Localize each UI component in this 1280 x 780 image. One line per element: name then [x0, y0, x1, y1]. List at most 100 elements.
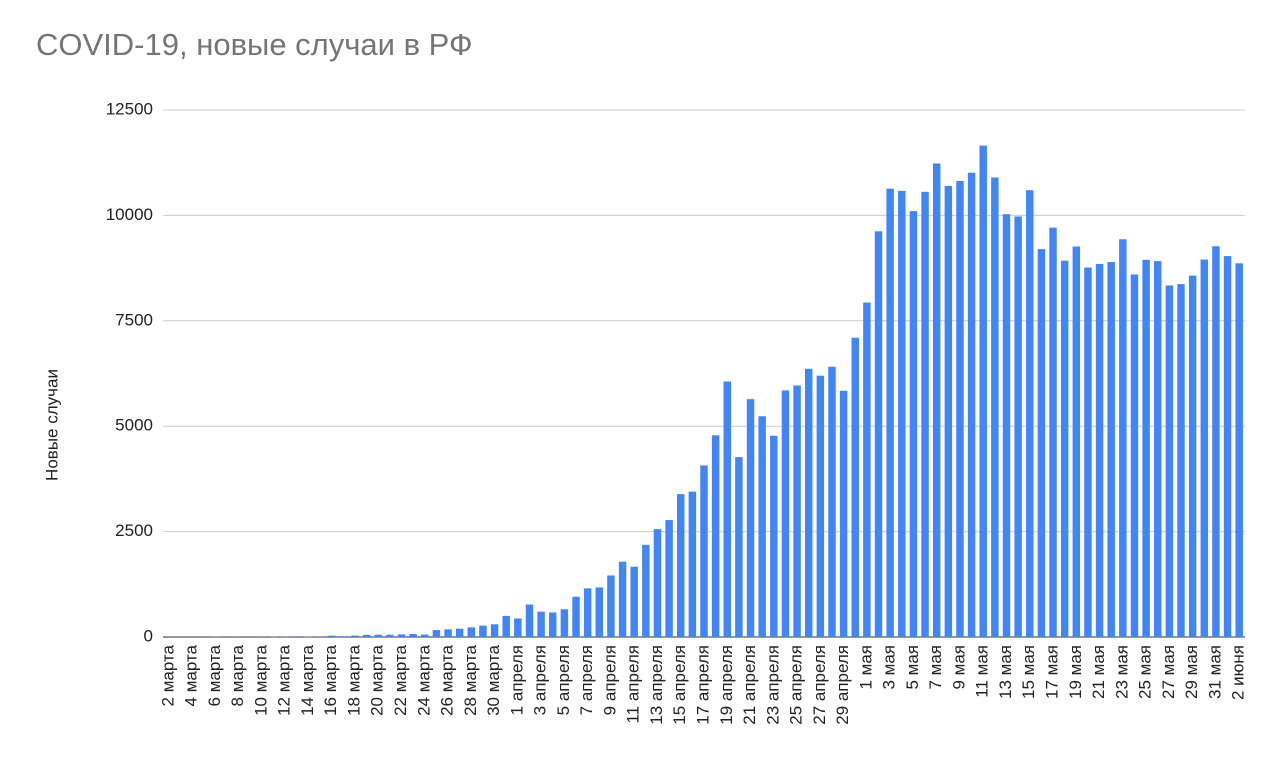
- bar: [1107, 262, 1115, 637]
- bar: [956, 180, 964, 638]
- bar: [1119, 239, 1127, 637]
- bar: [549, 612, 557, 637]
- bar: [1049, 227, 1057, 637]
- x-tick-label: 8 марта: [228, 644, 247, 706]
- x-tick-label: 6 марта: [205, 644, 224, 706]
- x-tick-label: 28 марта: [461, 644, 480, 715]
- x-tick-label: 30 марта: [484, 644, 503, 715]
- bar: [560, 609, 569, 637]
- x-tick-label: 19 апреля: [717, 645, 736, 725]
- bar: [293, 636, 301, 637]
- x-tick-label: 7 апреля: [577, 645, 596, 715]
- x-tick-label: 1 мая: [856, 645, 875, 690]
- x-tick-label: 16 марта: [321, 644, 340, 715]
- bar: [595, 587, 604, 637]
- bar: [1026, 190, 1034, 637]
- x-tick-label: 26 марта: [438, 644, 457, 715]
- bar: [921, 191, 929, 637]
- x-tick-label: 20 марта: [368, 644, 387, 715]
- bar: [351, 635, 359, 637]
- bar: [618, 561, 627, 637]
- x-tick-label: 21 апреля: [740, 645, 759, 725]
- x-tick-label: 25 мая: [1136, 645, 1155, 699]
- bar: [909, 211, 918, 638]
- bar: [583, 588, 592, 637]
- bar: [1165, 285, 1174, 637]
- x-tick-label: 11 апреля: [624, 645, 643, 724]
- x-tick-label: 22 марта: [391, 644, 410, 715]
- bar: [1130, 274, 1139, 637]
- x-tick-label: 17 мая: [1043, 645, 1062, 699]
- bar: [991, 177, 999, 637]
- bar: [979, 145, 987, 637]
- bar: [677, 494, 685, 637]
- x-tick-label: 9 мая: [949, 645, 968, 690]
- y-tick-label: 0: [144, 626, 153, 645]
- y-tick-label: 12500: [106, 99, 153, 118]
- bar: [327, 635, 336, 637]
- x-tick-label: 13 апреля: [647, 645, 666, 725]
- bar: [735, 457, 743, 637]
- bar: [781, 390, 790, 637]
- x-tick-label: 21 мая: [1089, 645, 1108, 699]
- bar: [514, 618, 522, 637]
- bar: [1188, 275, 1197, 637]
- x-tick-label: 27 апреля: [810, 645, 829, 725]
- bar: [711, 435, 720, 637]
- x-tick-label: 27 мая: [1159, 645, 1178, 699]
- bar: [1014, 216, 1022, 637]
- bar: [1002, 214, 1011, 637]
- bar: [502, 615, 510, 637]
- x-tick-label: 2 июня: [1229, 645, 1248, 700]
- bar: [874, 231, 883, 638]
- x-tick-label: 23 мая: [1112, 645, 1131, 699]
- bar: [421, 634, 429, 637]
- bar: [804, 368, 813, 637]
- bar: [374, 634, 382, 637]
- bar: [828, 366, 836, 637]
- bar: [1212, 246, 1220, 638]
- x-tick-label: 17 апреля: [693, 645, 712, 725]
- bar: [688, 491, 697, 637]
- bar: [397, 634, 406, 637]
- y-axis-label: Новые случаи: [42, 369, 61, 481]
- bar: [304, 636, 313, 637]
- bar: [1037, 249, 1046, 638]
- x-tick-label: 29 апреля: [833, 645, 852, 725]
- x-tick-label: 23 апреля: [763, 645, 782, 725]
- x-tick-label: 24 марта: [414, 644, 433, 715]
- x-tick-label: 5 мая: [903, 645, 922, 690]
- x-tick-label: 7 мая: [926, 645, 945, 690]
- x-tick-label: 31 мая: [1205, 645, 1224, 699]
- x-tick-label: 15 апреля: [670, 645, 689, 725]
- y-tick-label: 7500: [115, 310, 153, 329]
- x-tick-label: 19 мая: [1066, 645, 1085, 699]
- bar: [944, 185, 953, 637]
- bar: [1060, 260, 1069, 637]
- bar: [665, 520, 673, 637]
- x-tick-label: 14 марта: [298, 644, 317, 715]
- bar: [967, 172, 976, 638]
- bar: [1095, 263, 1104, 637]
- bar: [1072, 246, 1081, 637]
- bar: [816, 375, 825, 637]
- bar: [537, 611, 545, 637]
- bar: [642, 544, 650, 637]
- bar: [1200, 259, 1209, 637]
- bar: [479, 625, 487, 637]
- x-tick-label: 10 марта: [251, 644, 270, 715]
- x-tick-label: 1 апреля: [507, 645, 526, 715]
- x-tick-label: 12 марта: [275, 644, 294, 715]
- bar: [758, 416, 766, 637]
- bar: [793, 385, 801, 637]
- bar: [386, 634, 394, 637]
- bar: [1154, 261, 1162, 637]
- bar: [863, 302, 871, 637]
- bar: [572, 596, 580, 637]
- bar: [362, 634, 371, 637]
- bar: [1142, 259, 1150, 637]
- x-tick-label: 5 апреля: [554, 645, 573, 715]
- bar: [723, 381, 731, 637]
- bar: [653, 529, 662, 637]
